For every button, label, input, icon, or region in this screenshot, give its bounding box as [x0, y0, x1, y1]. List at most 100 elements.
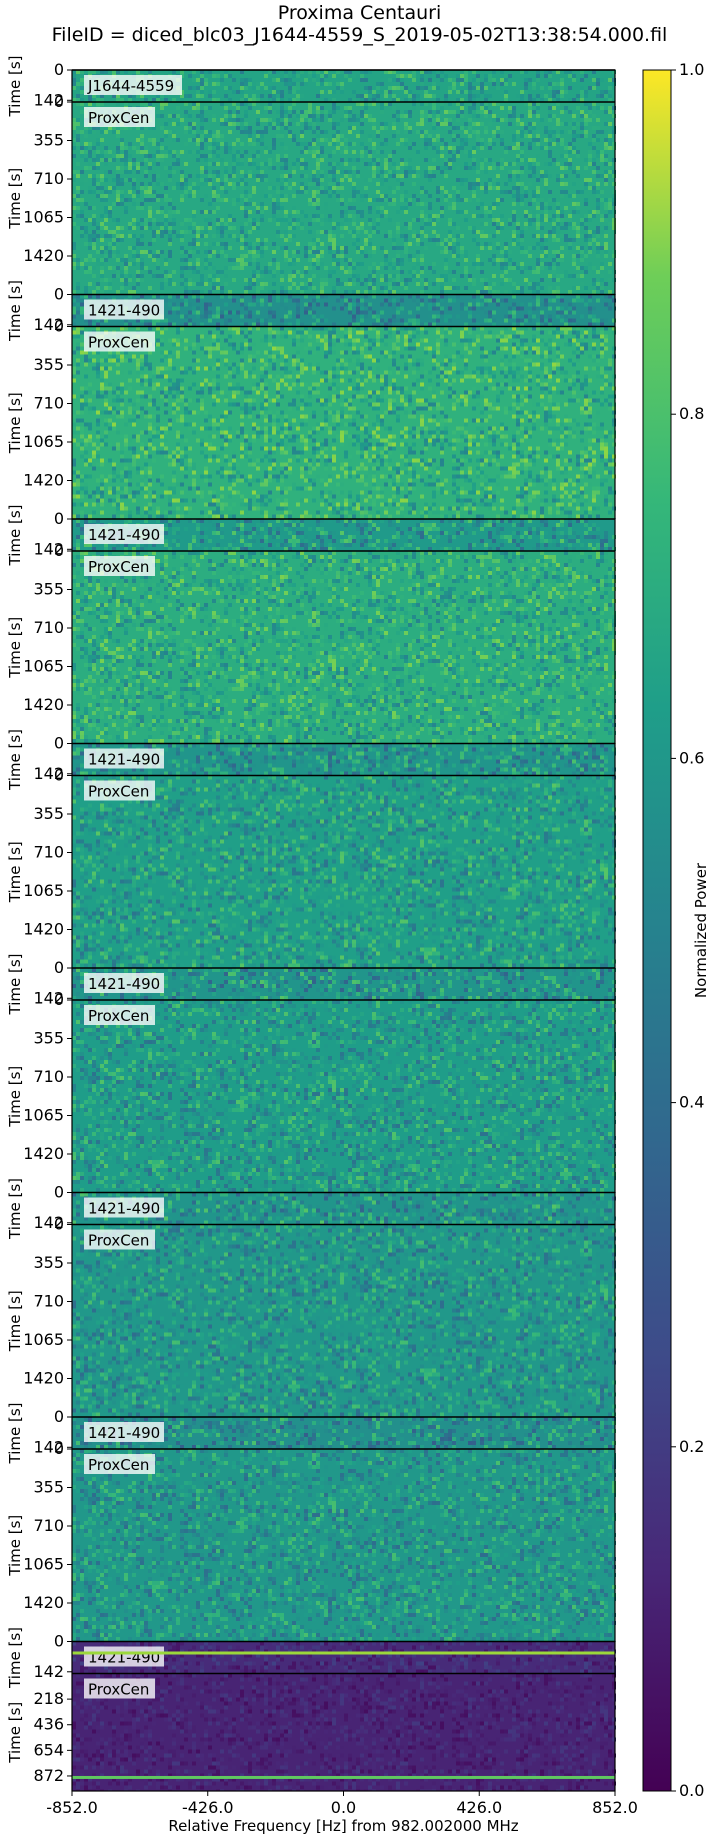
y-tick-label: 1420 [23, 246, 64, 265]
y-ticks: 0 355 710 1065 1420 [23, 92, 72, 265]
y-axis-label: Time [s] [6, 1066, 24, 1128]
y-axis-label: Time [s] [6, 954, 24, 1016]
panel-label: ProxCen [84, 1678, 155, 1699]
y-axis-label: Time [s] [6, 617, 24, 679]
panel-label-text: ProxCen [88, 1007, 149, 1025]
panel-noise [72, 1673, 616, 1791]
panel-label: 1421-490 [84, 1422, 164, 1442]
panel-9: ProxCen 0 355 710 1065 1420 Time [s] [6, 990, 616, 1193]
y-tick-label: 872 [33, 1766, 64, 1785]
y-tick-label: 355 [33, 804, 64, 823]
colorbar-gradient [642, 69, 672, 1792]
y-axis-label: Time [s] [6, 1702, 24, 1764]
y-tick-label: 142 [33, 1437, 64, 1456]
y-tick-label: 1065 [23, 657, 64, 676]
y-tick-label: 0 [54, 509, 64, 528]
colorbar-label: Normalized Power [692, 862, 710, 998]
panel-label: ProxCen [84, 107, 155, 127]
y-axis-label: Time [s] [6, 729, 24, 791]
panel-label-text: ProxCen [88, 1681, 149, 1699]
panel-noise [72, 102, 616, 295]
panel-label-text: 1421-490 [88, 1649, 160, 1667]
panel-label: J1644-4559 [84, 75, 182, 95]
y-tick-label: 142 [33, 90, 64, 109]
panel-label-box [84, 299, 164, 320]
panel-label-text: 1421-490 [88, 1424, 160, 1442]
panel-label-text: ProxCen [88, 109, 149, 127]
y-ticks: 0 355 710 1065 1420 [23, 990, 72, 1163]
panel-label-text: J1644-4559 [87, 77, 174, 95]
panel-label: 1421-490 [84, 1646, 164, 1667]
y-tick-label: 710 [33, 843, 64, 862]
signal-streak [72, 1775, 615, 1779]
y-tick-label: 0 [54, 734, 64, 753]
panel-label-box [84, 524, 164, 544]
y-tick-label: 142 [33, 1213, 64, 1232]
y-tick-label: 1065 [23, 1330, 64, 1349]
panel-label-text: 1421-490 [88, 975, 160, 993]
y-tick-label: 1420 [23, 920, 64, 939]
y-ticks: 218 436 654 872 [33, 1689, 72, 1785]
y-axis-label: Time [s] [6, 1403, 24, 1465]
colorbar-tick-label: 0.2 [679, 1437, 704, 1456]
y-tick-label: 1420 [23, 1369, 64, 1388]
colorbar-tick-label: 0.8 [679, 404, 704, 423]
panel-label: 1421-490 [84, 1197, 164, 1218]
y-tick-label: 355 [33, 1253, 64, 1272]
panel-5: ProxCen 0 355 710 1065 1420 Time [s] [6, 541, 616, 744]
panel-label-text: ProxCen [88, 783, 149, 801]
y-axis-label: Time [s] [6, 56, 24, 118]
panel-label: ProxCen [84, 1229, 155, 1250]
y-tick-label: 0 [54, 1632, 64, 1651]
panel-noise [72, 70, 616, 102]
panel-11: ProxCen 0 355 710 1065 1420 Time [s] [6, 1215, 616, 1417]
y-tick-label: 142 [33, 315, 64, 334]
x-tick-label: -426.0 [182, 1798, 234, 1817]
y-tick-label: 710 [33, 1516, 64, 1535]
y-tick-label: 0 [54, 1407, 64, 1426]
y-axis-label: Time [s] [6, 280, 24, 342]
y-tick-label: 355 [33, 131, 64, 150]
panel-7: ProxCen 0 355 710 1065 1420 Time [s] [6, 766, 616, 968]
y-ticks: 0 355 710 1065 1420 [23, 1439, 72, 1612]
y-axis-label: Time [s] [6, 168, 24, 230]
panel-label-box [84, 973, 164, 993]
panel-label: ProxCen [84, 331, 155, 352]
y-tick-label: 710 [33, 1292, 64, 1311]
y-ticks: 0 355 710 1065 1420 [23, 317, 72, 490]
y-tick-label: 654 [33, 1740, 64, 1759]
y-tick-label: 0 [54, 92, 64, 111]
panel-label-box [84, 1197, 164, 1218]
panel-noise [72, 1417, 616, 1449]
panel-noise [72, 326, 616, 519]
panel-label: 1421-490 [84, 973, 164, 993]
y-tick-label: 710 [33, 1067, 64, 1086]
panel-1: ProxCen 0 355 710 1065 1420 Time [s] [6, 92, 616, 295]
y-tick-label: 1065 [23, 1106, 64, 1125]
y-tick-label: 142 [33, 1662, 64, 1681]
panel-noise [72, 551, 616, 744]
y-tick-label: 142 [33, 988, 64, 1007]
panel-noise [72, 775, 616, 968]
y-ticks: 0 355 710 1065 1420 [23, 1215, 72, 1388]
y-axis-label: Time [s] [6, 1290, 24, 1352]
x-axis-label: Relative Frequency [Hz] from 982.002000 … [168, 1817, 518, 1835]
y-tick-label: 1420 [23, 1593, 64, 1612]
panel-noise [72, 1449, 616, 1642]
colorbar-tick-label: 0.4 [679, 1093, 704, 1112]
y-tick-label: 710 [33, 394, 64, 413]
y-tick-label: 0 [54, 1439, 64, 1458]
x-tick-label: 426.0 [456, 1798, 502, 1817]
panel-14: 1421-490 0 142 Time [s] [6, 1627, 616, 1689]
panel-label: 1421-490 [84, 748, 164, 769]
panel-15: ProxCen 218 436 654 872 Time [s] [6, 1672, 616, 1791]
panel-label: ProxCen [84, 556, 155, 576]
